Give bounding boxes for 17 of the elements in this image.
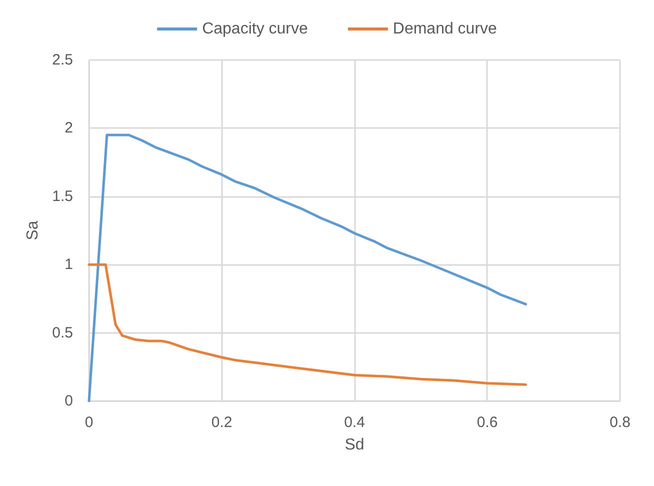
x-tick-label: 0 [84,414,94,431]
line-series [88,134,527,402]
legend-label: Demand curve [392,20,498,38]
y-tick-label: 2.5 [52,52,73,68]
x-tick-label: 0.8 [610,414,630,431]
y-tick-label: 2 [64,120,73,137]
x-axis-title: Sd [344,436,364,454]
y-tick-label: 0.5 [52,324,73,342]
x-tick-label: 0.4 [344,414,365,431]
legend-label: Capacity curve [202,20,308,38]
x-tick-label: 0.6 [476,414,498,431]
y-tick-label: 0 [64,392,73,410]
y-tick-label: 1 [64,256,73,274]
y-axis-title: Sa [24,220,42,240]
x-tick-label: 0.2 [211,414,232,431]
y-tick-label: 1.5 [52,188,73,205]
line-series [88,263,527,386]
